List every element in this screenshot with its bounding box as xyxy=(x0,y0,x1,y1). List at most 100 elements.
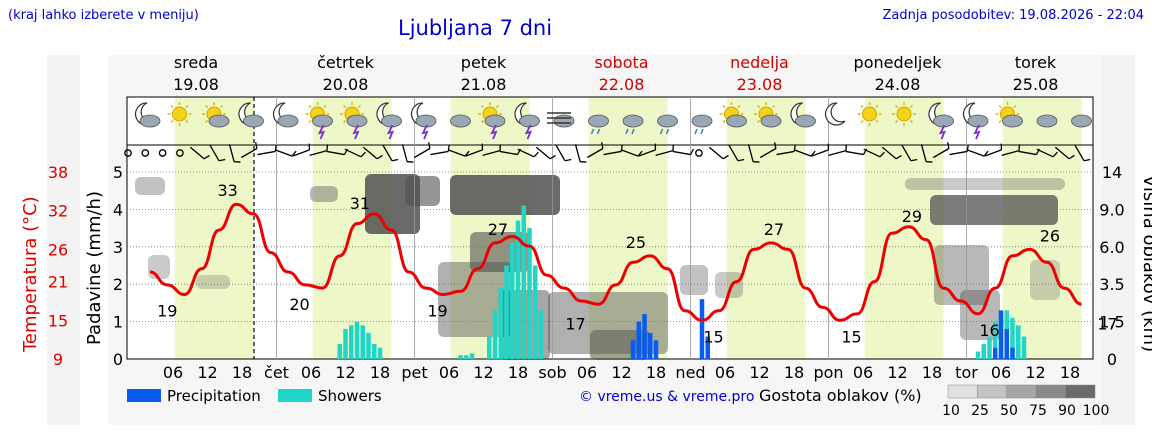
sun-icon xyxy=(892,102,916,126)
shower-bar xyxy=(498,287,503,359)
cloud-rain-icon xyxy=(588,114,609,135)
temperature-line xyxy=(149,202,1082,322)
cloud-density-swatch xyxy=(977,384,1008,399)
day-name: petek xyxy=(460,53,507,72)
day-date: 25.08 xyxy=(1012,75,1059,94)
wind-barb-icon xyxy=(863,148,885,158)
day-band xyxy=(1002,97,1082,359)
cloud-density-tick: 75 xyxy=(1029,403,1047,419)
x-tick-label: pon xyxy=(813,363,843,382)
cloud-rain-icon xyxy=(691,114,713,135)
day-date: 22.08 xyxy=(598,75,645,94)
cloud-density-patch xyxy=(960,290,1000,340)
shower-bar xyxy=(464,355,469,359)
wind-barb-icon xyxy=(292,143,311,157)
day-label-2: četrtek 20.08 xyxy=(286,52,406,96)
x-tick-label: 12 xyxy=(473,363,493,382)
calm-wind-icon xyxy=(124,149,132,157)
calm-wind-icon xyxy=(141,149,150,157)
temperature-label: 20 xyxy=(289,295,309,314)
cloud-density-patch xyxy=(590,330,650,360)
x-tick-label: 12 xyxy=(749,363,769,382)
cloud-rain-icon xyxy=(622,114,644,135)
cloud-height-tick: 1.5 xyxy=(1099,313,1124,332)
precip-tick: 0 xyxy=(113,350,123,369)
x-tick-label: 06 xyxy=(163,363,183,382)
cloud-icon xyxy=(450,114,471,128)
x-tick-label: 18 xyxy=(232,363,252,382)
wind-barb-icon xyxy=(984,143,1003,157)
location-hint: (kraj lahko izberete v meniju) xyxy=(8,8,199,23)
cloud-density-tick: 10 xyxy=(942,403,960,419)
shower-bar xyxy=(1010,317,1015,359)
wind-barb-icon xyxy=(881,146,902,160)
moon-cloud-icon xyxy=(238,102,264,128)
wind-barb-icon xyxy=(1036,148,1058,158)
cloud-density-swatch xyxy=(1035,384,1066,399)
temp-tick: 38 xyxy=(48,163,68,182)
wind-barb-icon xyxy=(448,149,470,157)
wind-barb-icon xyxy=(586,142,604,159)
showers-legend-swatch xyxy=(278,389,312,402)
shower-bar xyxy=(492,310,498,359)
right-axis-strip xyxy=(1102,55,1135,425)
wind-barb-icon xyxy=(759,142,777,159)
shower-bar xyxy=(487,336,492,359)
precip-bar xyxy=(998,310,1004,359)
cloud-density-patch xyxy=(1030,260,1060,300)
showers-legend-label: Showers xyxy=(318,387,382,405)
shower-bar xyxy=(987,336,992,359)
precip-tick: 2 xyxy=(113,275,123,294)
wind-barb-icon xyxy=(413,142,431,159)
precip-bar xyxy=(653,340,659,359)
sun-storm-icon xyxy=(478,102,506,140)
x-tick-label: 06 xyxy=(715,363,735,382)
temperature-label: 29 xyxy=(902,207,922,226)
cloud-density-patch xyxy=(310,186,338,202)
x-tick-label: 12 xyxy=(611,363,631,382)
temperature-label: 31 xyxy=(350,194,370,213)
shower-bar xyxy=(521,205,526,359)
day-label-6: ponedeljek 24.08 xyxy=(838,52,958,96)
precip-bar xyxy=(648,332,653,359)
calm-wind-icon xyxy=(695,149,703,157)
temp-tick: 32 xyxy=(48,202,68,221)
moon-cloud-icon xyxy=(134,102,161,128)
cloud-density-tick: 90 xyxy=(1058,403,1076,419)
day-band xyxy=(726,97,806,359)
moon-cloud-icon xyxy=(272,102,299,128)
shower-bar xyxy=(975,351,981,359)
shower-bar xyxy=(337,344,342,359)
moon-storm-icon xyxy=(962,102,989,140)
precip-bar xyxy=(630,340,636,359)
page-title: Ljubljana 7 dni xyxy=(398,16,553,40)
wind-barb-icon xyxy=(309,144,329,156)
x-tick-label: 18 xyxy=(508,363,528,382)
wind-barb-icon xyxy=(655,144,675,156)
wind-barb-icon xyxy=(920,144,933,163)
wind-barb-icon xyxy=(747,144,760,163)
moon-storm-icon xyxy=(376,102,402,140)
x-tick-label: 06 xyxy=(991,363,1011,382)
x-tick-label: 12 xyxy=(887,363,907,382)
x-tick-label: 18 xyxy=(784,363,804,382)
sun-cloud-icon xyxy=(202,102,230,128)
moon-storm-icon xyxy=(410,102,437,140)
x-tick-label: 18 xyxy=(922,363,942,382)
temperature-label: 26 xyxy=(1040,226,1060,245)
shower-bar xyxy=(527,228,532,359)
wind-barb-icon xyxy=(638,143,657,157)
cloud-height-tick: 0 xyxy=(1107,350,1117,369)
x-tick-label: 12 xyxy=(197,363,217,382)
temperature-label: 17 xyxy=(565,314,585,333)
wind-barb-icon xyxy=(932,142,950,159)
calm-wind-icon xyxy=(158,149,167,157)
wind-barb-icon xyxy=(517,148,539,158)
wind-barb-icon xyxy=(209,144,226,162)
shower-bar xyxy=(343,329,348,359)
day-name: sobota xyxy=(594,53,649,72)
x-tick-label: čet xyxy=(264,363,289,382)
shower-bar xyxy=(504,265,509,359)
day-label-1: sreda 19.08 xyxy=(136,52,256,96)
